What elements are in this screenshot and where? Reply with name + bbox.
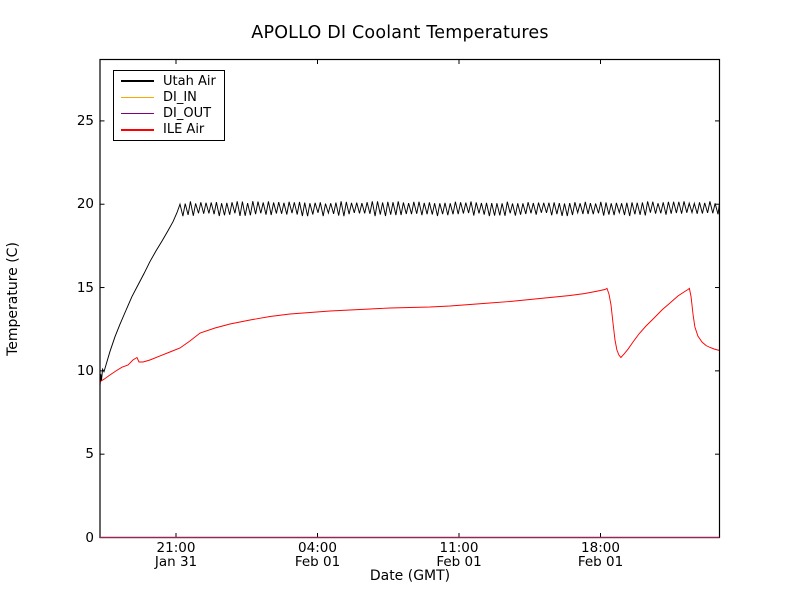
- legend-item-di-in: DI_IN: [114, 89, 224, 105]
- legend-label: ILE Air: [163, 122, 205, 138]
- legend-item-di-out: DI_OUT: [114, 106, 224, 122]
- legend-label: DI_OUT: [163, 106, 212, 122]
- di-out-line-swatch: [121, 112, 154, 115]
- legend-label: Utah Air: [163, 73, 216, 89]
- x-tick-jan31-2100: 21:00 Jan 31: [131, 541, 221, 569]
- x-tick-feb01-0400: 04:00 Feb 01: [273, 541, 363, 569]
- x-tick-date: Feb 01: [577, 554, 624, 570]
- y-tick-15: 15: [76, 279, 94, 296]
- y-tick-5: 5: [85, 446, 94, 463]
- x-tick-date: Feb 01: [436, 554, 482, 570]
- x-tick-date: Feb 01: [294, 554, 341, 570]
- x-tick-feb01-1800: 18:00 Feb 01: [556, 541, 646, 569]
- ile-air-line-swatch: [121, 128, 154, 131]
- legend-box: Utah Air DI_IN DI_OUT ILE Air: [113, 70, 225, 141]
- y-tick-10: 10: [76, 362, 94, 379]
- y-tick-25: 25: [76, 113, 94, 129]
- y-tick-0: 0: [85, 529, 94, 546]
- x-tick-time: 11:00: [439, 540, 479, 556]
- x-tick-time: 04:00: [298, 540, 337, 556]
- legend-item-utah-air: Utah Air: [114, 73, 224, 89]
- x-tick-time: 21:00: [156, 540, 196, 556]
- x-tick-date: Jan 31: [154, 554, 198, 570]
- y-axis-label: Temperature (C): [5, 242, 21, 356]
- y-tick-20: 20: [76, 196, 94, 213]
- chart-title: APOLLO DI Coolant Temperatures: [251, 23, 549, 43]
- x-axis-label: Date (GMT): [369, 568, 451, 584]
- x-tick-feb01-1100: 11:00 Feb 01: [414, 541, 504, 569]
- utah-air-line-swatch: [121, 80, 154, 82]
- legend-item-ile-air: ILE Air: [114, 122, 224, 138]
- legend-label: DI_IN: [163, 89, 197, 105]
- data-series-lines: [99, 201, 720, 386]
- x-tick-time: 18:00: [581, 540, 620, 556]
- di-in-line-swatch: [121, 96, 154, 99]
